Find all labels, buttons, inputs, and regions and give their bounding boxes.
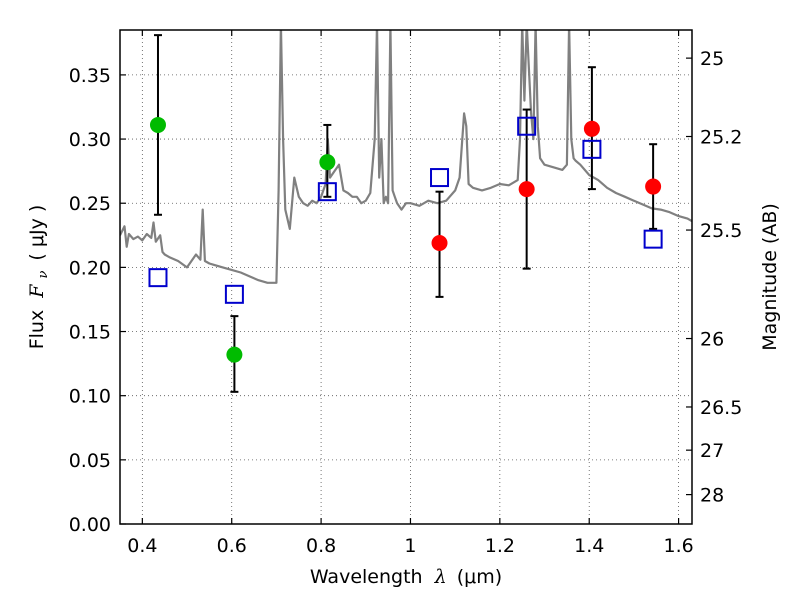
x-axis-ticks: 0.4 0.6 0.8 1 1.2 1.4 1.6 (127, 30, 694, 557)
plot-frame (119, 29, 693, 525)
model-square (582, 139, 602, 159)
green-point (149, 116, 166, 133)
right-axis-ticks: 25 25.2 25.5 26 26.5 27 28 (686, 48, 742, 507)
y-tick-label: 0.35 (69, 65, 111, 87)
right-tick-label: 26 (700, 329, 724, 351)
spectrum-series (120, 30, 692, 284)
x-tick-label: 0.6 (217, 535, 247, 557)
model-squares (148, 116, 663, 304)
right-tick-label: 26.5 (700, 397, 742, 419)
x-tick-label: 1.2 (485, 535, 515, 557)
grid (120, 30, 692, 525)
red-point (518, 181, 535, 198)
y-tick-label: 0.15 (69, 322, 111, 344)
data-points (149, 116, 662, 363)
y-axis-ticks: 0.00 0.05 0.10 0.15 0.20 0.25 0.30 0.35 (69, 65, 126, 536)
plot-border (119, 29, 693, 525)
red-point (645, 178, 662, 195)
y-tick-label: 0.30 (69, 129, 111, 151)
y-tick-label: 0.25 (69, 193, 111, 215)
spectrum-line (120, 30, 692, 284)
right-tick-label: 28 (700, 485, 724, 507)
x-tick-label: 1.6 (663, 535, 693, 557)
x-axis-title: Wavelength λ (μm) (310, 566, 502, 588)
model-square (430, 168, 450, 188)
error-bars (153, 34, 658, 393)
right-tick-label: 25 (700, 48, 724, 70)
model-square (517, 116, 537, 136)
right-tick-label: 25.5 (700, 220, 742, 242)
x-tick-label: 1.4 (574, 535, 604, 557)
right-tick-label: 25.2 (700, 127, 742, 149)
model-square (643, 229, 663, 249)
y-tick-label: 0.20 (69, 257, 111, 279)
model-square (148, 268, 168, 288)
y-tick-label: 0.10 (69, 386, 111, 408)
right-tick-label: 27 (700, 440, 724, 462)
right-axis-title: Magnitude (AB) (759, 203, 781, 351)
y-axis-title: Flux F ν ( μJy ) (26, 205, 52, 350)
x-tick-label: 0.8 (306, 535, 336, 557)
red-point (431, 234, 448, 251)
x-tick-label: 0.4 (127, 535, 157, 557)
x-tick-label: 1 (404, 535, 416, 557)
y-tick-label: 0.05 (69, 450, 111, 472)
model-square (224, 284, 244, 304)
green-point (319, 154, 336, 171)
y-tick-label: 0.00 (69, 514, 111, 536)
model-square (317, 182, 337, 202)
red-point (583, 120, 600, 137)
green-point (226, 346, 243, 363)
